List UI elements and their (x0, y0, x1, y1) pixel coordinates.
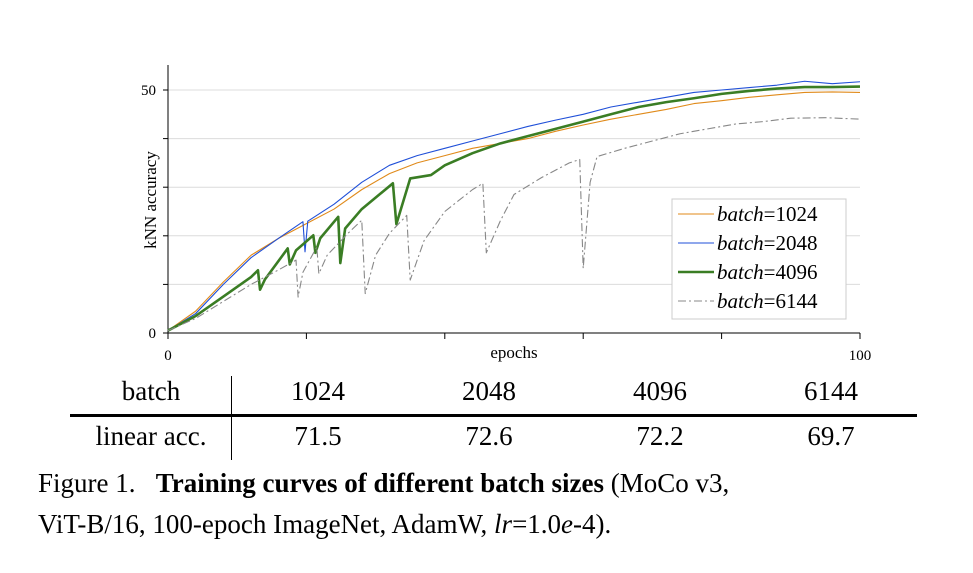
caption-text: -4). (573, 509, 612, 539)
table-batch-1: 1024 (291, 376, 345, 406)
table-row-label: linear acc. (95, 421, 207, 451)
table-horizontal-rule (70, 414, 917, 417)
table-batch-2: 2048 (462, 376, 516, 406)
caption-line-1: Figure 1. Training curves of different b… (38, 468, 729, 499)
table-header-batch: batch (121, 376, 181, 406)
legend-label: batch=6144 (717, 289, 818, 313)
caption-lr: lr (494, 509, 513, 539)
caption-prefix: Figure 1. (38, 468, 136, 498)
knn-accuracy-chart: 0 50 0 100 batch=1024 batch=2048 batch=4096 ba… (141, 65, 872, 364)
table-batch-3: 4096 (633, 376, 687, 406)
legend-label: batch=2048 (717, 231, 818, 255)
caption-line-2: ViT-B/16, 100-epoch ImageNet, AdamW, lr=… (38, 509, 611, 540)
legend-label: batch=1024 (717, 202, 818, 226)
y-axis-label: kNN accuracy (141, 151, 160, 249)
caption-title: Training curves of different batch sizes (155, 468, 604, 498)
caption-e: e (561, 509, 574, 539)
caption-text: =1.0 (512, 509, 562, 539)
y-tick-label: 50 (141, 83, 156, 99)
table-vertical-rule (231, 376, 232, 460)
table-value-4: 69.7 (807, 421, 855, 451)
table-batch-4: 6144 (804, 376, 858, 406)
y-tick-label: 0 (149, 326, 157, 342)
caption-rest: (MoCo v3, (610, 468, 730, 498)
table-value-1: 71.5 (294, 421, 342, 451)
x-tick-label: 0 (164, 348, 172, 364)
legend-box (671, 198, 847, 320)
legend-label: batch=4096 (717, 260, 818, 284)
x-tick-label: 100 (849, 348, 872, 364)
table-value-3: 72.2 (636, 421, 684, 451)
table-value-2: 72.6 (465, 421, 513, 451)
x-axis-label: epochs (490, 343, 537, 362)
caption-text: ViT-B/16, 100-epoch ImageNet, AdamW, (38, 509, 495, 539)
series-line-6144 (167, 117, 861, 332)
series-line-4096 (167, 85, 861, 332)
series-line-2048 (167, 80, 861, 332)
